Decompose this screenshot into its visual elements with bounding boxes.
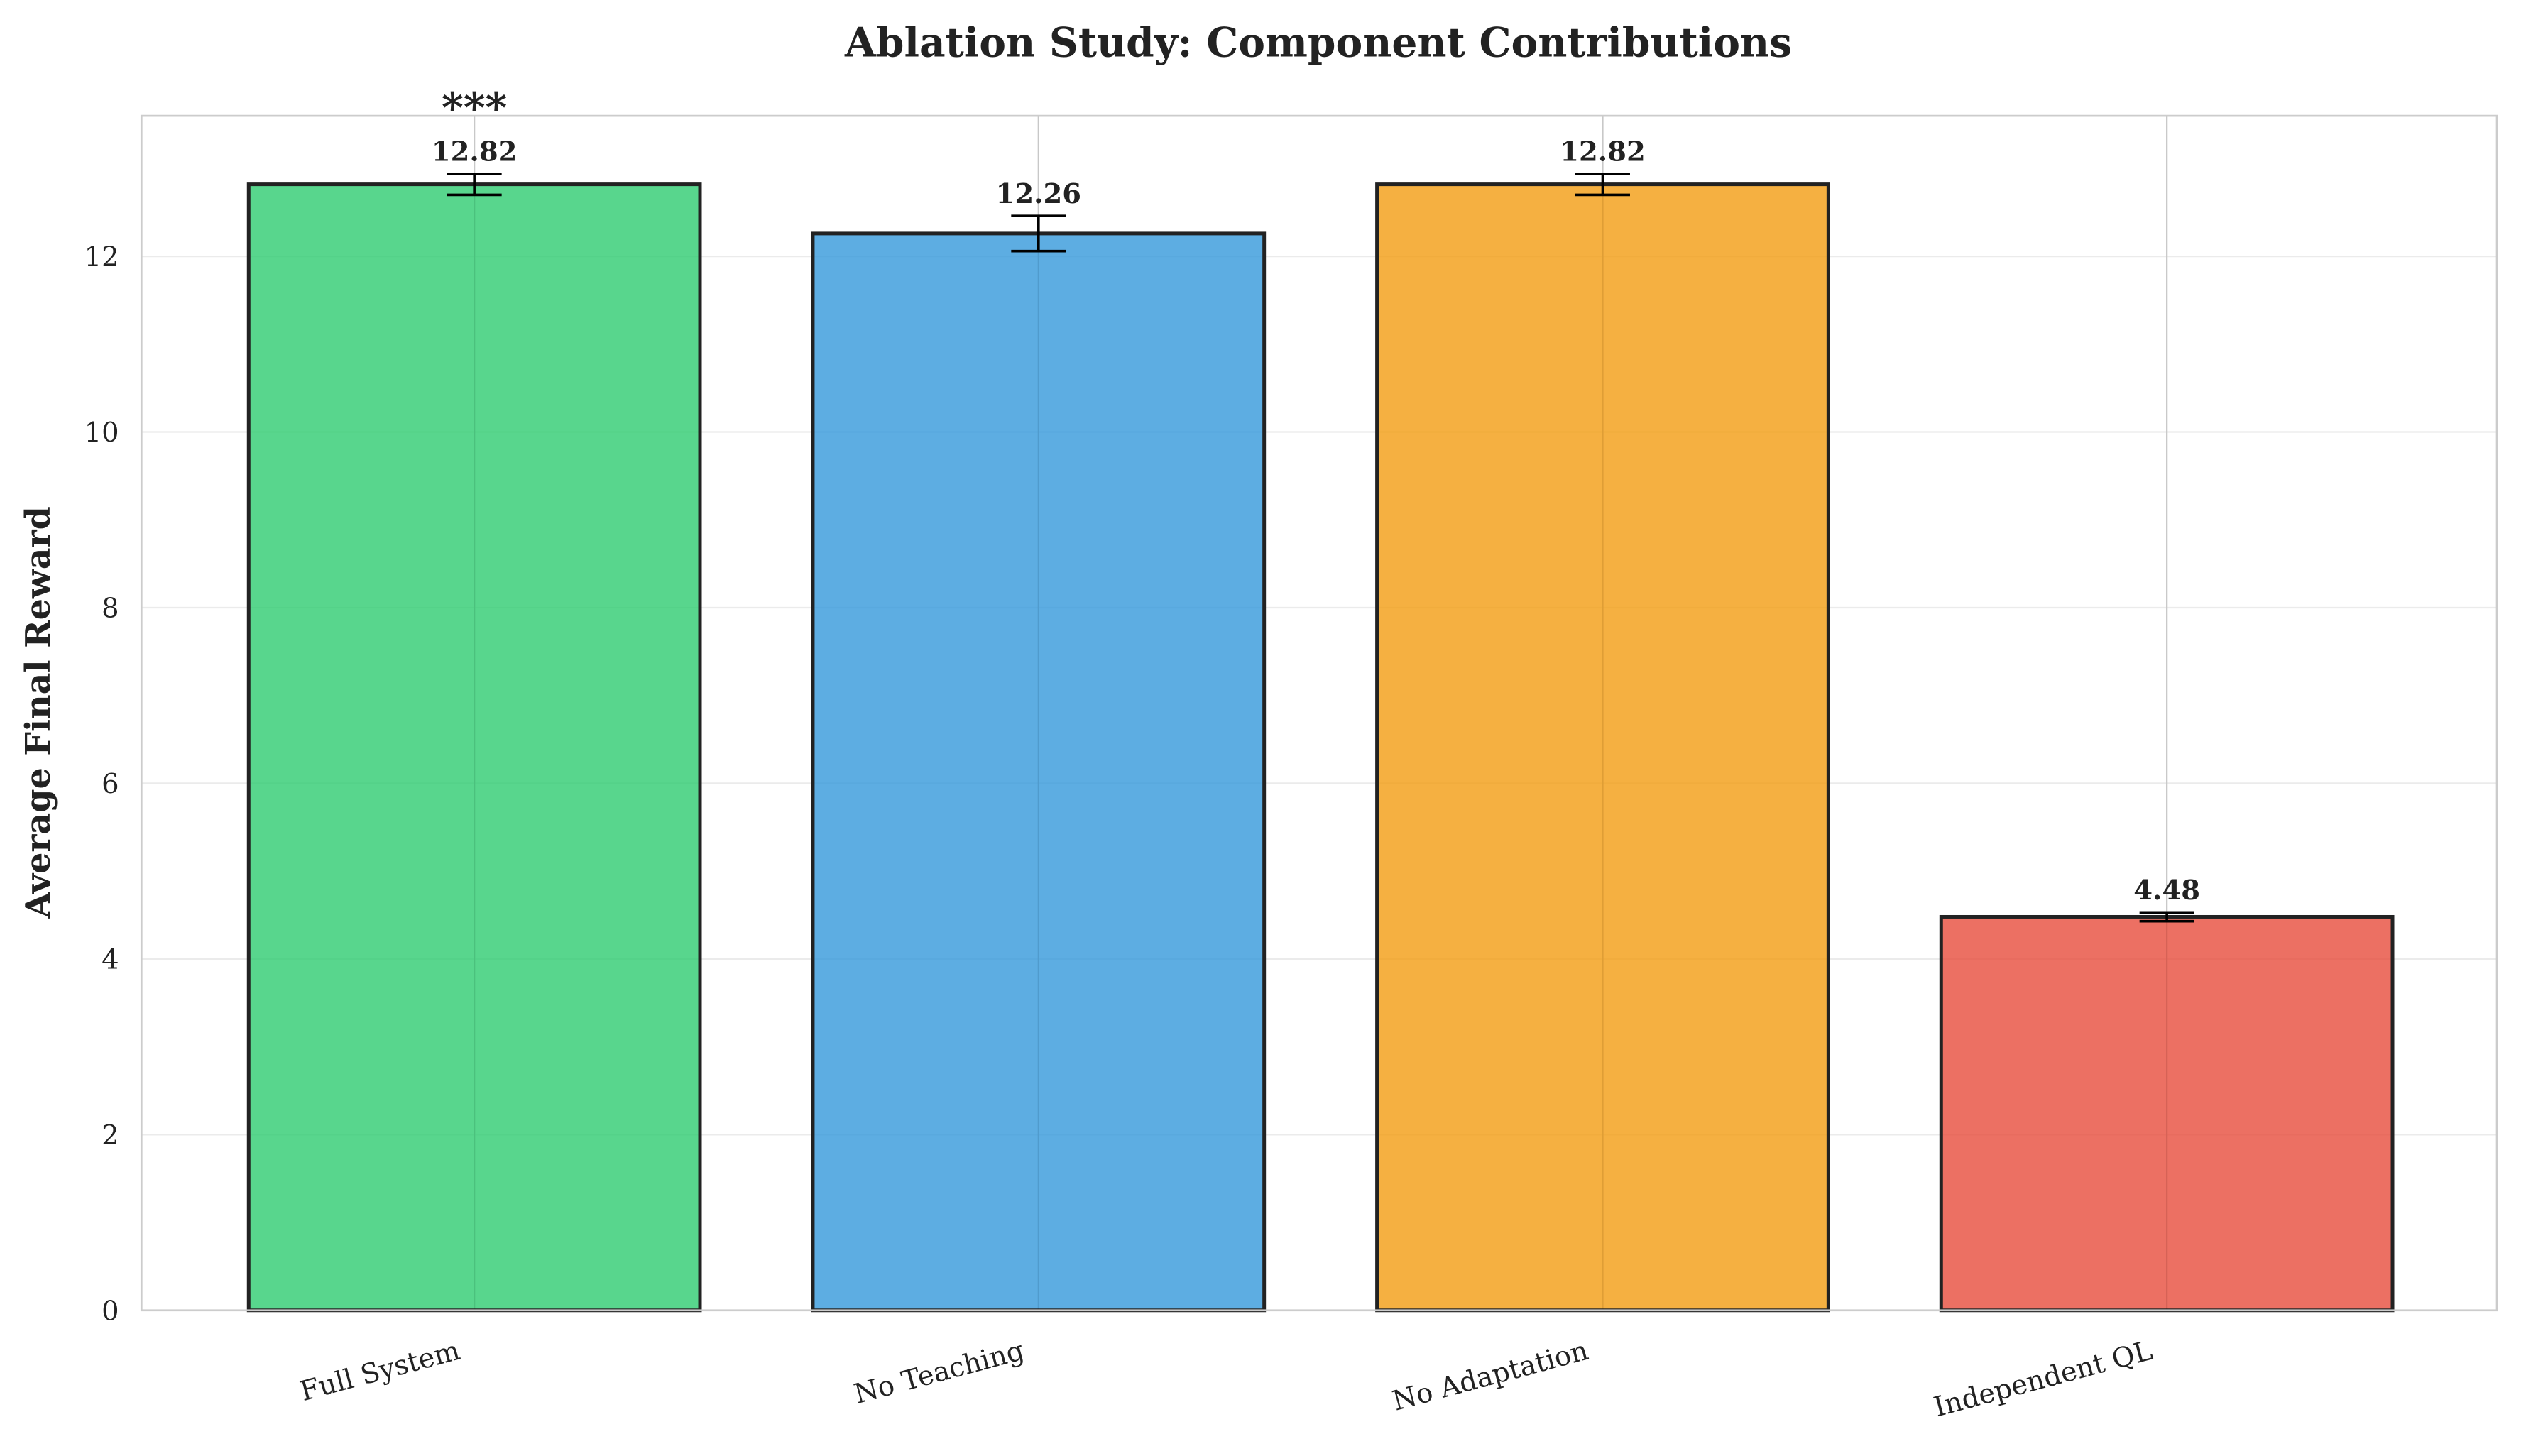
bar-no-teaching	[811, 231, 1267, 1313]
y-tick-label: 0	[102, 1295, 119, 1327]
y-tick-label: 10	[84, 417, 119, 449]
x-tick-label: No Adaptation	[1389, 1335, 1592, 1418]
y-tick-label: 2	[102, 1120, 119, 1151]
significance-annotation: ***	[442, 83, 507, 132]
x-tick-label: Independent QL	[1930, 1335, 2155, 1423]
value-label: 12.26	[996, 178, 1082, 210]
y-tick-label: 6	[102, 768, 119, 800]
plot-frame	[140, 114, 2498, 1312]
bar-no-adaptation	[1375, 182, 1830, 1313]
value-label: 4.48	[2133, 875, 2200, 907]
error-bar	[1011, 214, 1066, 253]
x-tick-label: No Teaching	[851, 1335, 1027, 1411]
y-tick-label: 4	[102, 943, 119, 975]
error-bar	[1575, 172, 1630, 197]
x-tick-label: Full System	[297, 1335, 464, 1408]
bar-full-system	[246, 182, 702, 1313]
error-bar	[2139, 911, 2194, 923]
value-label: 12.82	[1560, 136, 1646, 168]
y-tick-label: 8	[102, 593, 119, 625]
bar-independent-ql	[1939, 914, 2395, 1313]
y-tick-label: 12	[84, 241, 119, 273]
chart-title: Ablation Study: Component Contributions	[844, 19, 1792, 66]
y-axis-label: Average Final Reward	[18, 506, 58, 919]
error-bar	[447, 172, 502, 197]
value-label: 12.82	[432, 136, 518, 168]
